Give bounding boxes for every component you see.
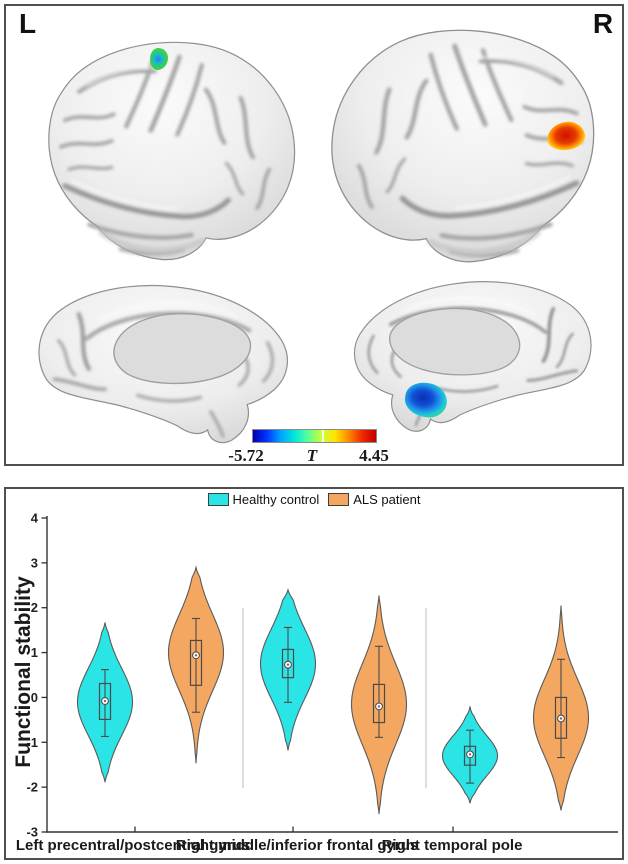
activation-cluster-left-precentral: [150, 48, 168, 70]
svg-text:1: 1: [31, 645, 38, 660]
violin-plot-panel: Healthy control ALS patient Functional s…: [4, 487, 624, 860]
t-value-colorbar: [252, 429, 377, 443]
svg-text:-3: -3: [26, 825, 38, 840]
svg-text:-2: -2: [26, 780, 38, 795]
right-medial-brain: [324, 278, 620, 450]
als-patient-swatch: [328, 493, 350, 506]
brain-maps-panel: L R: [4, 4, 624, 466]
svg-text:0: 0: [31, 690, 38, 705]
left-lateral-brain: [26, 32, 302, 268]
legend-label-als-patient: ALS patient: [353, 492, 421, 507]
colorbar-labels: -5.72 T 4.45: [6, 446, 622, 468]
svg-text:4: 4: [31, 511, 39, 526]
svg-text:-1: -1: [26, 735, 38, 750]
svg-text:Right temporal pole: Right temporal pole: [382, 837, 523, 854]
legend-item-healthy-control: Healthy control: [207, 492, 320, 507]
colorbar-zero-tick: [321, 430, 324, 442]
svg-text:2: 2: [31, 600, 38, 615]
plot-legend: Healthy control ALS patient: [6, 492, 622, 507]
svg-text:3: 3: [31, 555, 38, 570]
svg-text:Left precentral/postcentral gy: Left precentral/postcentral gyrus: [16, 837, 250, 854]
colorbar-max-label: 4.45: [359, 446, 389, 465]
left-hemisphere-label: L: [19, 8, 37, 39]
healthy-control-swatch: [207, 493, 229, 506]
legend-label-healthy-control: Healthy control: [232, 492, 320, 507]
colorbar-min-label: -5.72: [228, 446, 264, 465]
colorbar-stat-symbol: T: [306, 446, 318, 465]
legend-item-als-patient: ALS patient: [328, 492, 420, 507]
svg-text:Right middle/inferior frontal: Right middle/inferior frontal gyrus: [176, 837, 419, 854]
right-hemisphere-label: R: [592, 8, 614, 39]
